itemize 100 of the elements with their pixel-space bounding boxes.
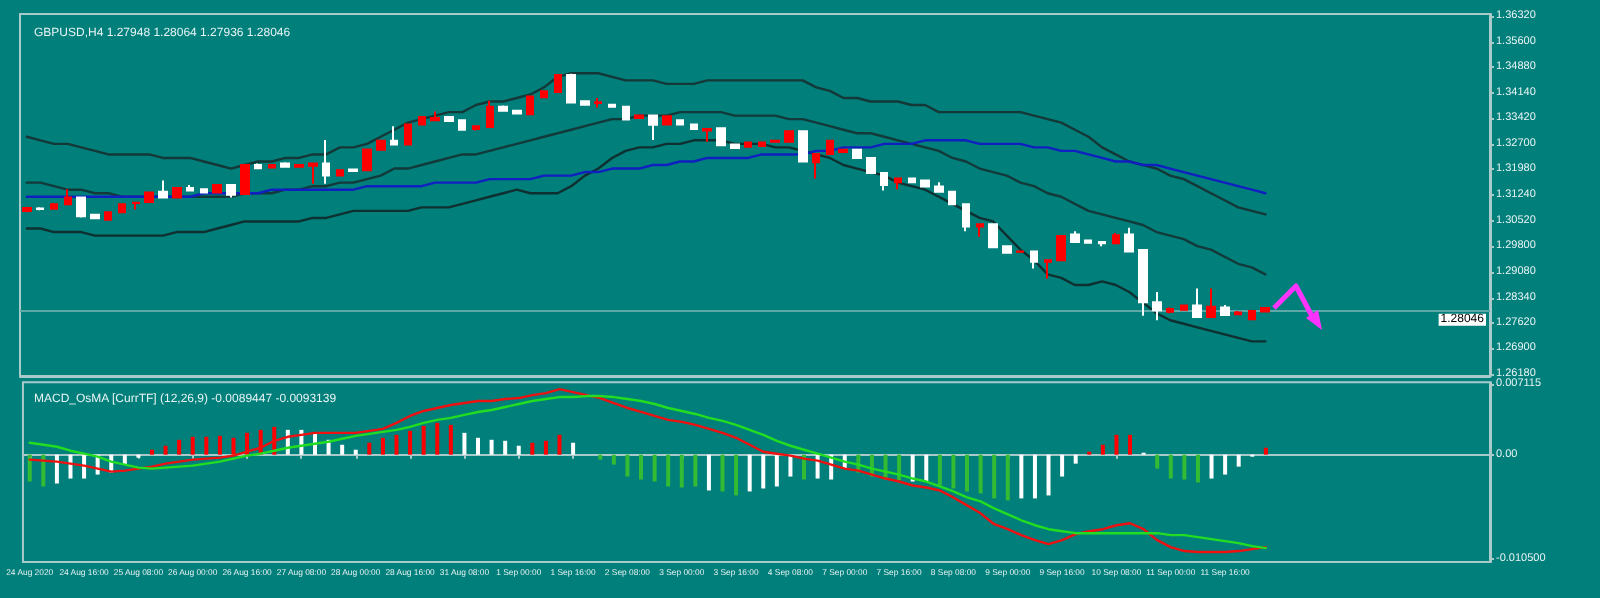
bar (231, 437, 236, 455)
candlestick (1234, 310, 1242, 316)
bar (190, 436, 195, 455)
candlestick (158, 179, 168, 200)
candlestick (566, 72, 576, 105)
bar (462, 432, 467, 455)
candlestick (730, 142, 740, 150)
line-series (25, 110, 1267, 276)
candlestick (798, 129, 808, 164)
bar (965, 454, 970, 492)
candlestick (308, 161, 318, 185)
candlestick (498, 104, 508, 113)
bar (489, 439, 494, 455)
bar (543, 440, 548, 455)
candlestick (1002, 244, 1012, 255)
candlestick (418, 115, 426, 127)
bar (1236, 454, 1241, 467)
candlestick (608, 102, 616, 109)
bar (435, 422, 440, 455)
candlestick (1138, 248, 1148, 317)
candlestick (90, 213, 100, 220)
bar (937, 454, 942, 486)
candlestick (22, 205, 32, 214)
candlestick (908, 176, 916, 184)
candlestick (458, 118, 466, 132)
candlestick (554, 73, 562, 94)
candlestick (1044, 258, 1052, 280)
candlestick (36, 206, 44, 212)
candlestick (826, 138, 834, 156)
bar (639, 454, 644, 480)
candlestick (1166, 306, 1174, 315)
candlestick (634, 113, 644, 120)
bar (530, 442, 535, 455)
candlestick (322, 138, 330, 185)
bar (611, 454, 616, 465)
candlestick (186, 184, 194, 193)
bar (1073, 454, 1078, 464)
candlestick (948, 190, 956, 206)
line-series (25, 139, 1267, 343)
bar (774, 454, 779, 487)
bar (1168, 454, 1173, 479)
bar (761, 454, 766, 489)
candlestick (1030, 249, 1038, 270)
candlestick (866, 156, 876, 175)
bar (652, 454, 657, 482)
candlestick (1112, 232, 1120, 246)
bar (951, 454, 956, 489)
line-series (25, 72, 1267, 216)
candlestick (144, 190, 154, 204)
candlestick (268, 163, 276, 170)
candlestick (784, 129, 794, 144)
bar (734, 454, 739, 496)
candlestick (294, 163, 304, 169)
bar (27, 454, 32, 482)
candlestick (1070, 230, 1080, 244)
candlestick (472, 124, 480, 132)
bar (149, 449, 154, 455)
candlestick (758, 140, 766, 148)
bar (217, 435, 222, 455)
candlestick (104, 210, 112, 222)
bar (598, 454, 603, 460)
candlestick (976, 222, 984, 238)
candlestick (594, 96, 602, 109)
bar (747, 454, 752, 492)
bar (1209, 454, 1214, 479)
bar (1223, 454, 1228, 475)
candlestick (526, 94, 534, 116)
candlestick (540, 89, 548, 99)
bar (557, 434, 562, 455)
bar (503, 440, 508, 455)
bar (394, 434, 399, 455)
candlestick (852, 148, 862, 160)
candlestick (920, 178, 930, 189)
candlestick (988, 222, 998, 249)
candlestick (622, 105, 630, 122)
candlestick (200, 187, 208, 195)
bar (516, 445, 521, 455)
candlestick (716, 126, 726, 147)
candlestick (1206, 287, 1216, 319)
bar (421, 425, 426, 455)
bar (367, 442, 372, 455)
bar (1195, 454, 1200, 483)
candlestick (812, 152, 820, 180)
candlestick (240, 163, 250, 196)
candlestick (1056, 234, 1066, 262)
candlestick (662, 114, 672, 127)
bar (910, 454, 915, 482)
candlestick (676, 118, 684, 127)
candlestick (744, 140, 752, 149)
candlestick (1220, 304, 1230, 317)
candlestick (894, 176, 902, 191)
line-series (25, 139, 1267, 198)
bar (992, 454, 997, 499)
bar (1263, 447, 1268, 455)
bar (204, 436, 209, 455)
bar (720, 454, 725, 492)
bar (978, 454, 983, 494)
bar (706, 454, 711, 491)
bar (54, 454, 59, 484)
candlestick (1260, 306, 1270, 313)
